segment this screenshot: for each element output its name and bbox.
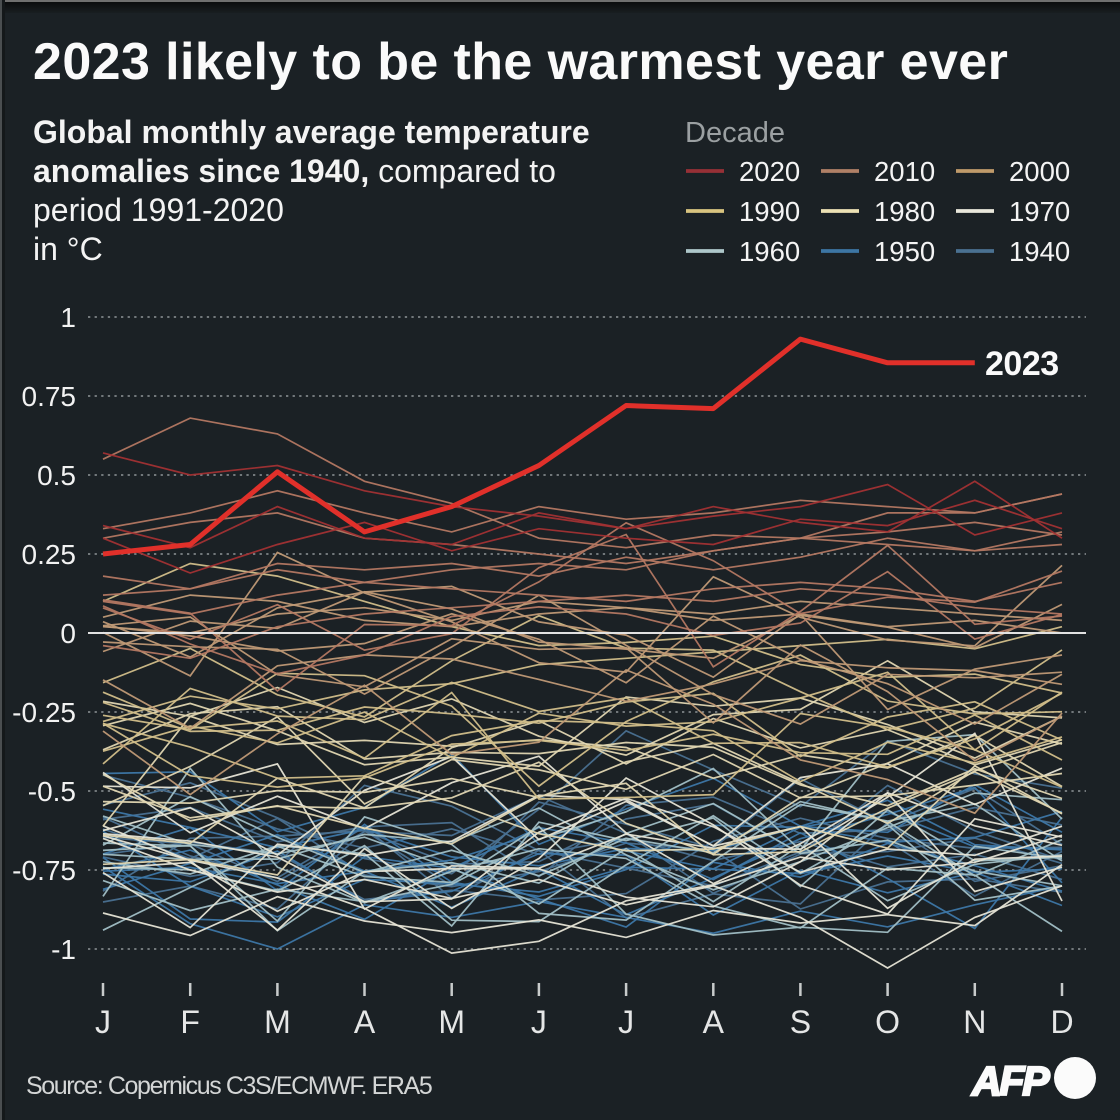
svg-text:S: S bbox=[790, 1004, 811, 1040]
svg-text:2000: 2000 bbox=[1009, 156, 1070, 187]
svg-text:anomalies since 1940, compared: anomalies since 1940, compared to bbox=[33, 153, 556, 189]
svg-text:M: M bbox=[438, 1004, 465, 1040]
svg-text:0.5: 0.5 bbox=[37, 460, 76, 491]
svg-text:period 1991-2020: period 1991-2020 bbox=[33, 192, 284, 228]
svg-text:1: 1 bbox=[60, 302, 76, 333]
svg-text:A: A bbox=[703, 1004, 725, 1040]
svg-text:F: F bbox=[180, 1004, 200, 1040]
svg-text:J: J bbox=[95, 1004, 111, 1040]
svg-text:O: O bbox=[875, 1004, 900, 1040]
svg-text:0.25: 0.25 bbox=[22, 539, 77, 570]
svg-text:A: A bbox=[354, 1004, 376, 1040]
svg-text:Global monthly average tempera: Global monthly average temperature bbox=[33, 114, 590, 150]
svg-text:J: J bbox=[531, 1004, 547, 1040]
svg-text:0.75: 0.75 bbox=[22, 381, 77, 412]
svg-text:J: J bbox=[618, 1004, 634, 1040]
svg-text:Source: Copernicus C3S/ECMWF.: Source: Copernicus C3S/ECMWF. ERA5 bbox=[26, 1072, 432, 1100]
svg-text:M: M bbox=[264, 1004, 291, 1040]
svg-text:2023 likely to be the warmest: 2023 likely to be the warmest year ever bbox=[33, 33, 1008, 91]
svg-text:N: N bbox=[963, 1004, 986, 1040]
svg-text:2023: 2023 bbox=[985, 345, 1059, 383]
svg-text:D: D bbox=[1050, 1004, 1073, 1040]
svg-text:1940: 1940 bbox=[1009, 236, 1070, 267]
svg-text:1970: 1970 bbox=[1009, 196, 1070, 227]
svg-text:-0.5: -0.5 bbox=[28, 776, 76, 807]
svg-text:2010: 2010 bbox=[874, 156, 935, 187]
svg-text:1950: 1950 bbox=[874, 236, 935, 267]
svg-text:1990: 1990 bbox=[739, 196, 800, 227]
svg-text:1960: 1960 bbox=[739, 236, 800, 267]
svg-text:-1: -1 bbox=[51, 934, 76, 965]
svg-text:1980: 1980 bbox=[874, 196, 935, 227]
svg-text:0: 0 bbox=[60, 618, 76, 649]
svg-text:-0.25: -0.25 bbox=[12, 697, 76, 728]
svg-text:AFP: AFP bbox=[971, 1058, 1050, 1104]
svg-text:Decade: Decade bbox=[685, 117, 785, 149]
svg-text:in °C: in °C bbox=[33, 231, 103, 267]
svg-text:-0.75: -0.75 bbox=[12, 855, 76, 886]
svg-text:2020: 2020 bbox=[739, 156, 800, 187]
